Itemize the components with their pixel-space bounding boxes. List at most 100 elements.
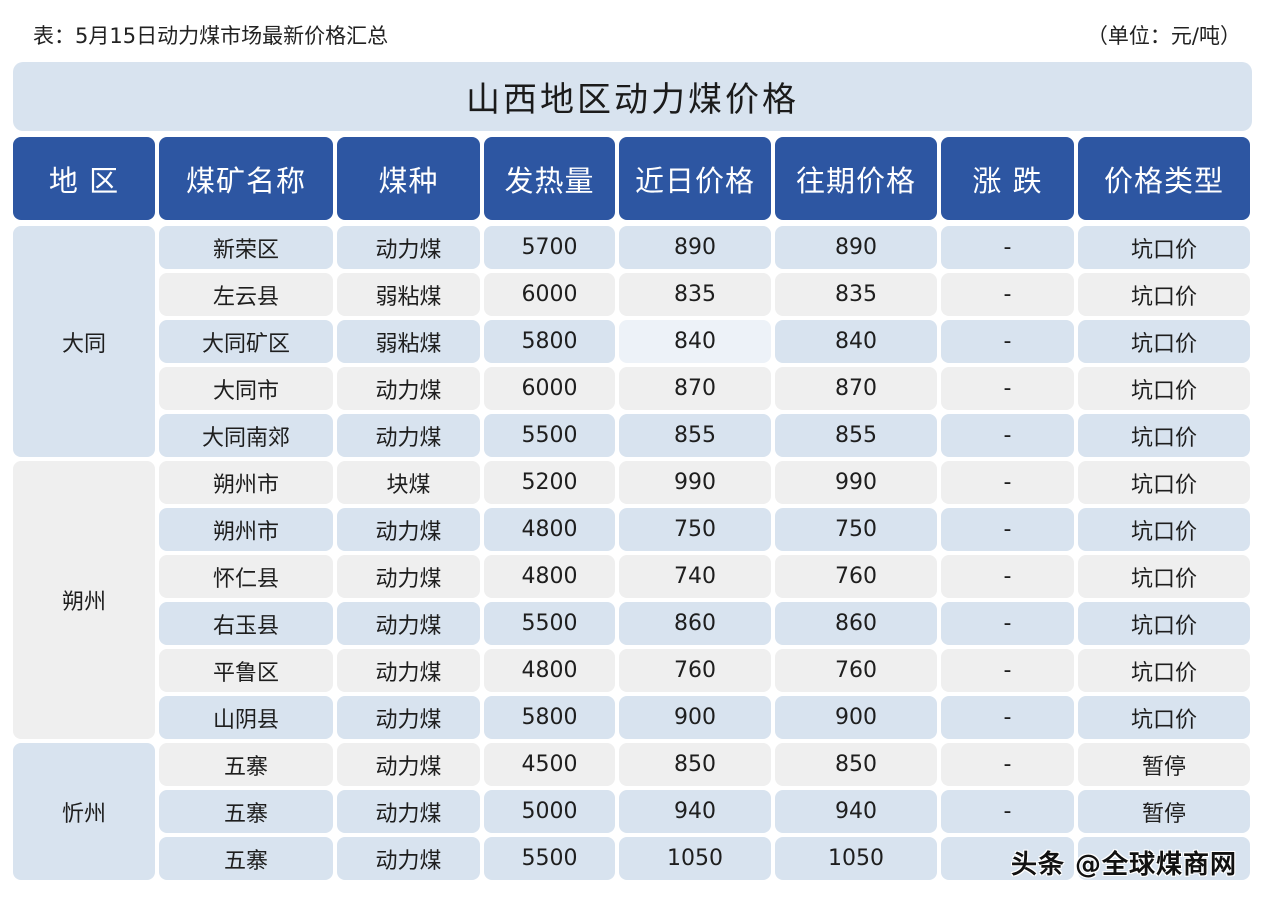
previous-price-cell: 870 (775, 367, 937, 410)
recent-price-cell: 740 (619, 555, 771, 598)
header-coal-type: 煤种 (337, 137, 480, 220)
heat-cell: 6000 (484, 367, 615, 410)
change-cell (941, 837, 1074, 880)
previous-price-cell: 860 (775, 602, 937, 645)
price-type-cell: 坑口价 (1078, 696, 1250, 739)
recent-price-cell: 890 (619, 226, 771, 269)
price-type-cell: 暂停 (1078, 790, 1250, 833)
recent-price-cell: 900 (619, 696, 771, 739)
mine-cell: 山阴县 (159, 696, 333, 739)
header-change: 涨 跌 (941, 137, 1074, 220)
coal-type-cell: 动力煤 (337, 790, 480, 833)
previous-price-cell: 855 (775, 414, 937, 457)
recent-price-cell: 840 (619, 320, 771, 363)
coal-type-cell: 动力煤 (337, 555, 480, 598)
change-cell: - (941, 555, 1074, 598)
price-type-cell: 坑口价 (1078, 555, 1250, 598)
header-recent-price: 近日价格 (619, 137, 771, 220)
previous-price-cell: 990 (775, 461, 937, 504)
change-cell: - (941, 273, 1074, 316)
coal-type-cell: 动力煤 (337, 226, 480, 269)
change-cell: - (941, 602, 1074, 645)
mine-cell: 朔州市 (159, 461, 333, 504)
region-cell-xinzhou: 忻州 (13, 743, 155, 880)
previous-price-cell: 1050 (775, 837, 937, 880)
mine-cell: 五寨 (159, 790, 333, 833)
coal-type-cell: 动力煤 (337, 696, 480, 739)
recent-price-cell: 850 (619, 743, 771, 786)
price-type-cell: 暂停 (1078, 743, 1250, 786)
heat-cell: 5500 (484, 602, 615, 645)
header-heat-value: 发热量 (484, 137, 615, 220)
mine-cell: 大同矿区 (159, 320, 333, 363)
change-cell: - (941, 743, 1074, 786)
heat-cell: 5800 (484, 696, 615, 739)
previous-price-cell: 750 (775, 508, 937, 551)
heat-cell: 6000 (484, 273, 615, 316)
coal-type-cell: 动力煤 (337, 602, 480, 645)
price-type-cell: 坑口价 (1078, 414, 1250, 457)
price-type-cell: 坑口价 (1078, 602, 1250, 645)
mine-cell: 怀仁县 (159, 555, 333, 598)
mine-cell: 新荣区 (159, 226, 333, 269)
heat-cell: 5800 (484, 320, 615, 363)
coal-type-cell: 动力煤 (337, 837, 480, 880)
price-type-cell: 坑口价 (1078, 461, 1250, 504)
mine-cell: 平鲁区 (159, 649, 333, 692)
coal-type-cell: 弱粘煤 (337, 273, 480, 316)
heat-cell: 4800 (484, 649, 615, 692)
coal-type-cell: 弱粘煤 (337, 320, 480, 363)
change-cell: - (941, 696, 1074, 739)
change-cell: - (941, 508, 1074, 551)
price-type-cell: 坑口价 (1078, 226, 1250, 269)
previous-price-cell: 890 (775, 226, 937, 269)
heat-cell: 5200 (484, 461, 615, 504)
coal-type-cell: 动力煤 (337, 367, 480, 410)
recent-price-cell: 990 (619, 461, 771, 504)
change-cell: - (941, 790, 1074, 833)
recent-price-cell: 855 (619, 414, 771, 457)
mine-cell: 左云县 (159, 273, 333, 316)
unit-label: （单位：元/吨） (1086, 24, 1241, 48)
heat-cell: 4500 (484, 743, 615, 786)
mine-cell: 大同市 (159, 367, 333, 410)
change-cell: - (941, 367, 1074, 410)
header-mine-name: 煤矿名称 (159, 137, 333, 220)
mine-cell: 五寨 (159, 743, 333, 786)
price-type-cell (1078, 837, 1250, 880)
region-cell-datong: 大同 (13, 226, 155, 457)
change-cell: - (941, 649, 1074, 692)
mine-cell: 五寨 (159, 837, 333, 880)
banner-title: 山西地区动力煤价格 (13, 62, 1252, 131)
change-cell: - (941, 320, 1074, 363)
header-previous-price: 往期价格 (775, 137, 937, 220)
heat-cell: 5500 (484, 837, 615, 880)
header-region: 地 区 (13, 137, 155, 220)
previous-price-cell: 835 (775, 273, 937, 316)
recent-price-cell: 760 (619, 649, 771, 692)
coal-type-cell: 动力煤 (337, 414, 480, 457)
recent-price-cell: 835 (619, 273, 771, 316)
header-price-type: 价格类型 (1078, 137, 1250, 220)
table-header: 地 区 煤矿名称 煤种 发热量 近日价格 往期价格 涨 跌 价格类型 (13, 137, 1253, 220)
heat-cell: 4800 (484, 555, 615, 598)
price-type-cell: 坑口价 (1078, 649, 1250, 692)
mine-cell: 朔州市 (159, 508, 333, 551)
heat-cell: 5700 (484, 226, 615, 269)
recent-price-cell: 1050 (619, 837, 771, 880)
coal-type-cell: 动力煤 (337, 508, 480, 551)
change-cell: - (941, 226, 1074, 269)
source-watermark: 头条 @全球煤商网 (1010, 850, 1237, 880)
price-type-cell: 坑口价 (1078, 320, 1250, 363)
table-caption: 表：5月15日动力煤市场最新价格汇总 (33, 24, 389, 48)
price-type-cell: 坑口价 (1078, 367, 1250, 410)
coal-type-cell: 动力煤 (337, 649, 480, 692)
heat-cell: 4800 (484, 508, 615, 551)
region-cell-shuozhou: 朔州 (13, 461, 155, 739)
coal-type-cell: 块煤 (337, 461, 480, 504)
price-type-cell: 坑口价 (1078, 273, 1250, 316)
coal-type-cell: 动力煤 (337, 743, 480, 786)
heat-cell: 5000 (484, 790, 615, 833)
heat-cell: 5500 (484, 414, 615, 457)
change-cell: - (941, 414, 1074, 457)
